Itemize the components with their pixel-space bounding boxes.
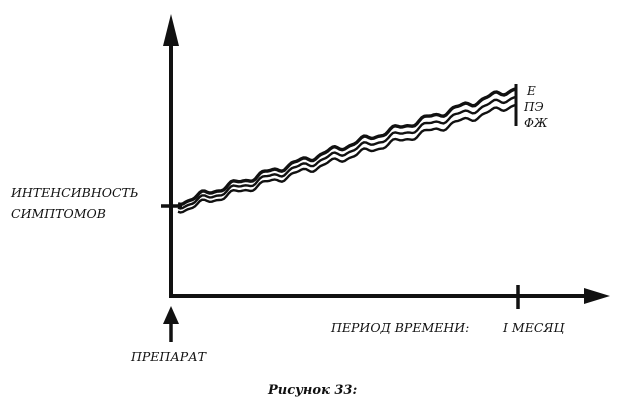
- series-group: [177, 87, 517, 214]
- x-tick-label-one-month: I МЕСЯЦ: [502, 320, 565, 335]
- series-label-fzh: ФЖ: [524, 116, 548, 130]
- series-line-1: [177, 87, 517, 207]
- series-line-2: [177, 95, 517, 210]
- x-axis-label: ПЕРИОД ВРЕМЕНИ:: [330, 320, 469, 335]
- series-line-3: [177, 103, 517, 214]
- y-axis-label-line-1: ИНТЕНСИВНОСТЬ: [10, 185, 138, 200]
- y-axis-arrowhead: [163, 14, 179, 46]
- origin-arrow-head: [163, 306, 179, 324]
- x-axis-arrowhead: [584, 288, 610, 304]
- origin-label: ПРЕПАРАТ: [130, 349, 208, 364]
- figure-caption: Рисунок 33:: [267, 383, 357, 398]
- y-axis-label-line-2: СИМПТОМОВ: [11, 206, 106, 221]
- series-label-e: Е: [526, 84, 536, 98]
- series-label-pe: ПЭ: [523, 100, 544, 114]
